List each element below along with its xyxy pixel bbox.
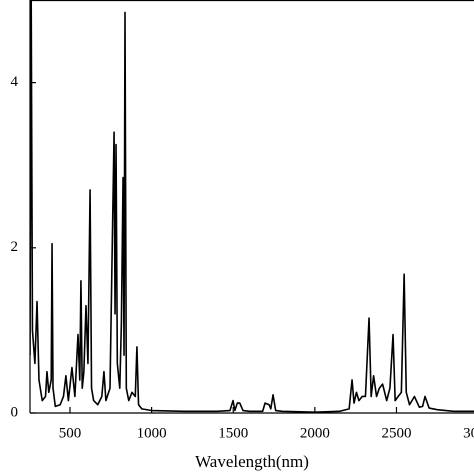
y-tick-label: 0 bbox=[11, 404, 19, 420]
x-tick-label: 2000 bbox=[300, 425, 330, 441]
spectrum-line bbox=[30, 0, 474, 413]
y-tick-label: 2 bbox=[11, 239, 19, 255]
y-tick-label: 4 bbox=[11, 74, 19, 90]
x-tick-label: 2500 bbox=[381, 425, 411, 441]
x-tick-label: 3000 bbox=[463, 425, 474, 441]
x-axis-label: Wavelength(nm) bbox=[195, 452, 309, 471]
x-tick-label: 1000 bbox=[137, 425, 167, 441]
x-tick-label: 500 bbox=[59, 425, 82, 441]
x-tick-label: 1500 bbox=[218, 425, 248, 441]
